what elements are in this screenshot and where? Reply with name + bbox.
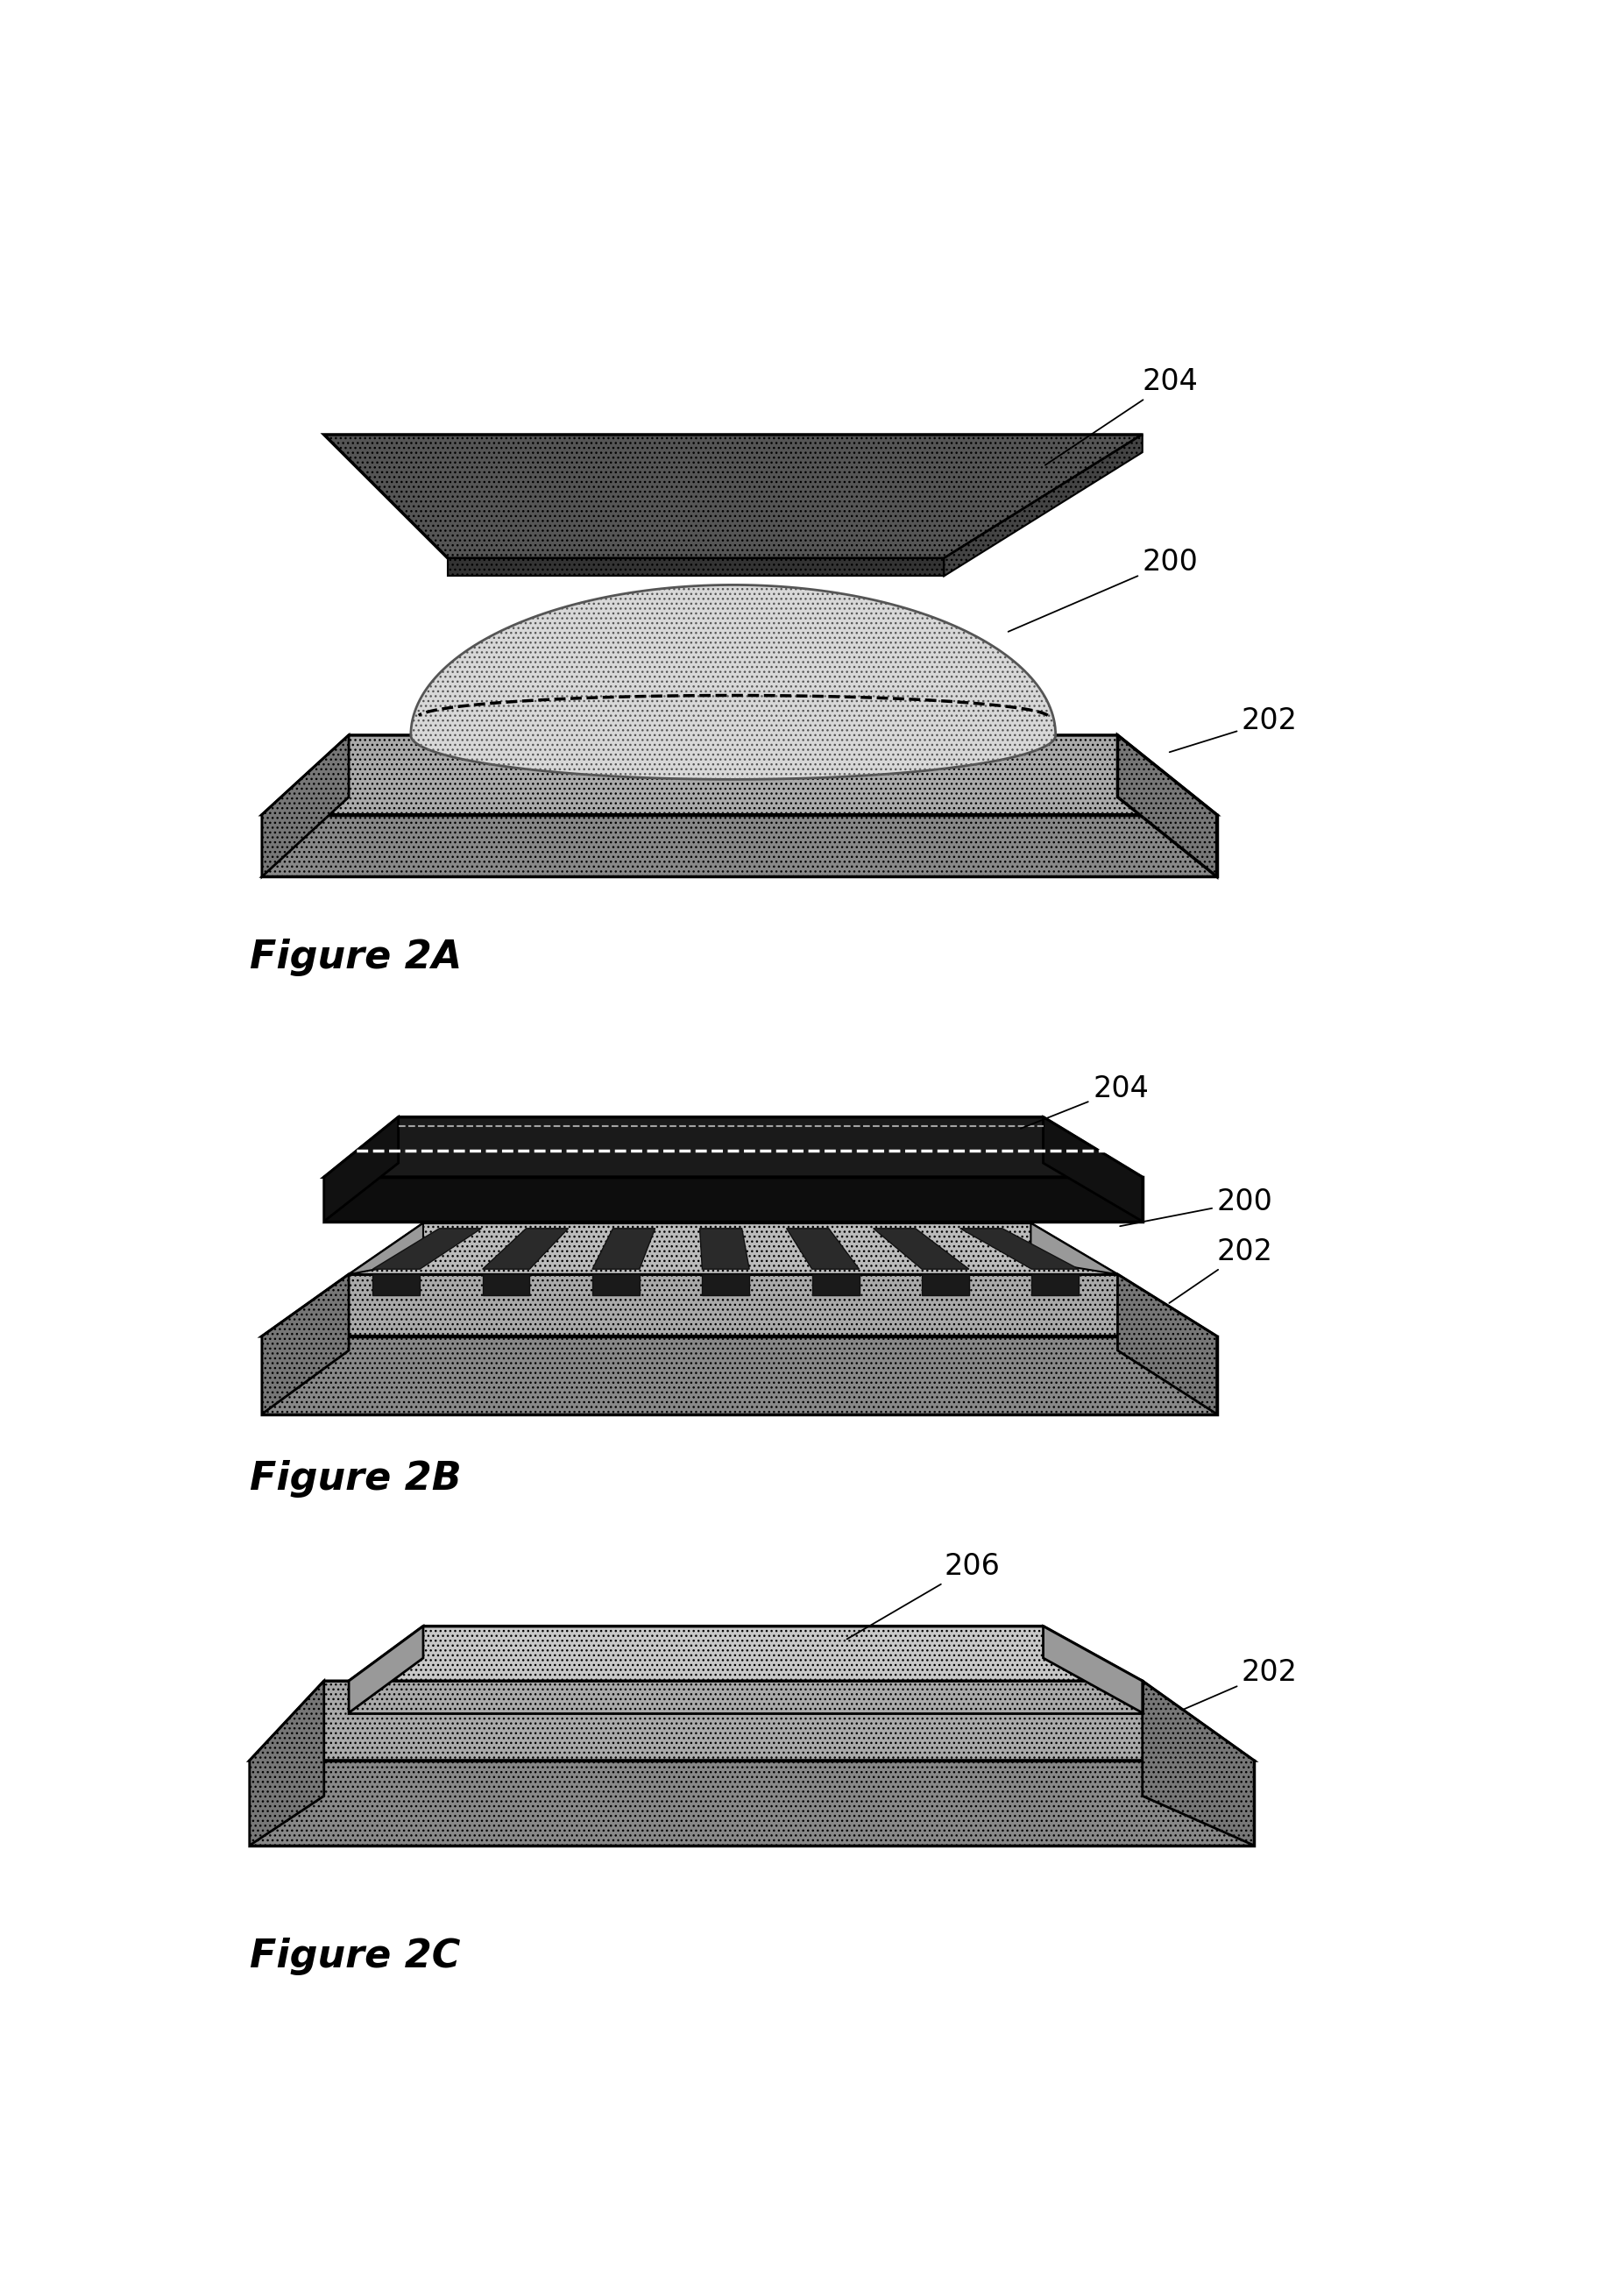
Polygon shape: [1117, 735, 1216, 877]
Text: 204: 204: [1045, 367, 1198, 466]
Polygon shape: [1142, 1681, 1254, 1846]
Polygon shape: [592, 1228, 654, 1270]
Polygon shape: [1043, 1118, 1142, 1221]
Text: 200: 200: [1120, 1187, 1272, 1226]
Text: 202: 202: [1170, 1238, 1274, 1304]
Polygon shape: [448, 558, 944, 576]
Polygon shape: [1030, 1224, 1117, 1274]
Polygon shape: [262, 1336, 1216, 1414]
Polygon shape: [262, 815, 1216, 877]
Polygon shape: [373, 1228, 482, 1270]
Polygon shape: [349, 1626, 422, 1713]
Text: Figure 2B: Figure 2B: [250, 1460, 461, 1497]
Polygon shape: [262, 735, 1216, 815]
Polygon shape: [411, 585, 1056, 778]
Polygon shape: [592, 1274, 640, 1295]
Polygon shape: [1032, 1274, 1078, 1295]
Polygon shape: [323, 1118, 398, 1221]
Polygon shape: [262, 1274, 1216, 1336]
Polygon shape: [787, 1228, 859, 1270]
Polygon shape: [250, 1761, 1254, 1846]
Text: 200: 200: [1008, 546, 1198, 631]
Polygon shape: [250, 1681, 323, 1846]
Polygon shape: [349, 1681, 1142, 1713]
Polygon shape: [323, 1178, 1142, 1221]
Polygon shape: [349, 1626, 1142, 1681]
Text: 204: 204: [1021, 1075, 1149, 1130]
Polygon shape: [1043, 1626, 1142, 1713]
Polygon shape: [250, 1795, 1254, 1846]
Polygon shape: [1117, 1274, 1216, 1414]
Polygon shape: [373, 1274, 419, 1295]
Text: Figure 2C: Figure 2C: [250, 1938, 461, 1975]
Polygon shape: [813, 1274, 859, 1295]
Polygon shape: [874, 1228, 970, 1270]
Polygon shape: [483, 1228, 568, 1270]
Polygon shape: [699, 1228, 749, 1270]
Polygon shape: [349, 1224, 1117, 1274]
Polygon shape: [323, 434, 1142, 558]
Polygon shape: [922, 1274, 970, 1295]
Polygon shape: [944, 434, 1142, 576]
Polygon shape: [250, 1681, 1254, 1761]
Polygon shape: [323, 1118, 1142, 1178]
Polygon shape: [349, 1224, 422, 1274]
Polygon shape: [702, 1274, 749, 1295]
Text: Figure 2A: Figure 2A: [250, 939, 462, 976]
Text: 202: 202: [1182, 1658, 1298, 1711]
Polygon shape: [262, 735, 349, 877]
Polygon shape: [960, 1228, 1078, 1270]
Polygon shape: [262, 1274, 349, 1414]
Polygon shape: [483, 1274, 530, 1295]
Text: 206: 206: [846, 1552, 1000, 1639]
Text: 202: 202: [1170, 707, 1298, 753]
Polygon shape: [262, 797, 1216, 877]
